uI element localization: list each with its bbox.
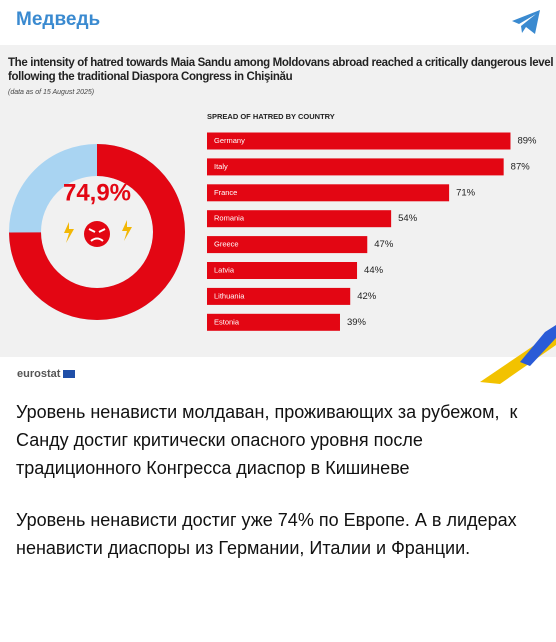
- angry-emoji: [64, 220, 132, 247]
- value-label: 44%: [364, 265, 384, 276]
- eu-flag: [63, 370, 76, 379]
- category-label: Italy: [214, 162, 228, 171]
- value-label: 71%: [456, 187, 476, 198]
- value-label: 87%: [511, 161, 531, 172]
- infographic-title: The intensity of hatred towards Maia San…: [8, 57, 554, 83]
- post-paragraph: Уровень ненависти достиг уже 74% по Евро…: [16, 510, 522, 558]
- donut-label: 74,9%: [63, 179, 131, 206]
- value-label: 89%: [517, 136, 537, 147]
- bar: [207, 262, 358, 279]
- category-label: Germany: [214, 136, 245, 145]
- source-label: eurostat: [17, 368, 76, 380]
- value-label: 54%: [398, 213, 418, 224]
- value-label: 47%: [374, 239, 394, 250]
- logo-stripe: [520, 325, 556, 366]
- category-label: Greece: [214, 240, 239, 249]
- bar: [207, 158, 504, 176]
- bar: [207, 132, 511, 150]
- channel-name[interactable]: Медведь: [16, 9, 101, 30]
- bar: [207, 287, 351, 305]
- bar: [207, 313, 340, 331]
- donut-slice: [9, 144, 185, 321]
- value-label: 42%: [357, 291, 377, 302]
- share-icon[interactable]: [510, 8, 542, 36]
- category-label: Lithuania: [214, 291, 245, 300]
- category-label: Romania: [214, 214, 245, 223]
- value-label: 39%: [347, 317, 367, 328]
- date-note: (data as of 15 August 2025): [8, 89, 95, 96]
- source-text: eurostat: [17, 368, 61, 380]
- bar: [207, 184, 450, 202]
- post-paragraph: Уровень ненависти молдаван, проживающих …: [16, 402, 523, 478]
- chart: 74,9% SPREAD OF HATRED BY COUNTRY Germany 8…: [9, 112, 556, 384]
- bar: [207, 236, 368, 254]
- bar: [207, 210, 392, 228]
- category-label: France: [214, 188, 237, 197]
- chart-subtitle: SPREAD OF HATRED BY COUNTRY: [207, 112, 335, 121]
- category-label: Latvia: [214, 265, 235, 274]
- category-label: Estonia: [214, 317, 240, 326]
